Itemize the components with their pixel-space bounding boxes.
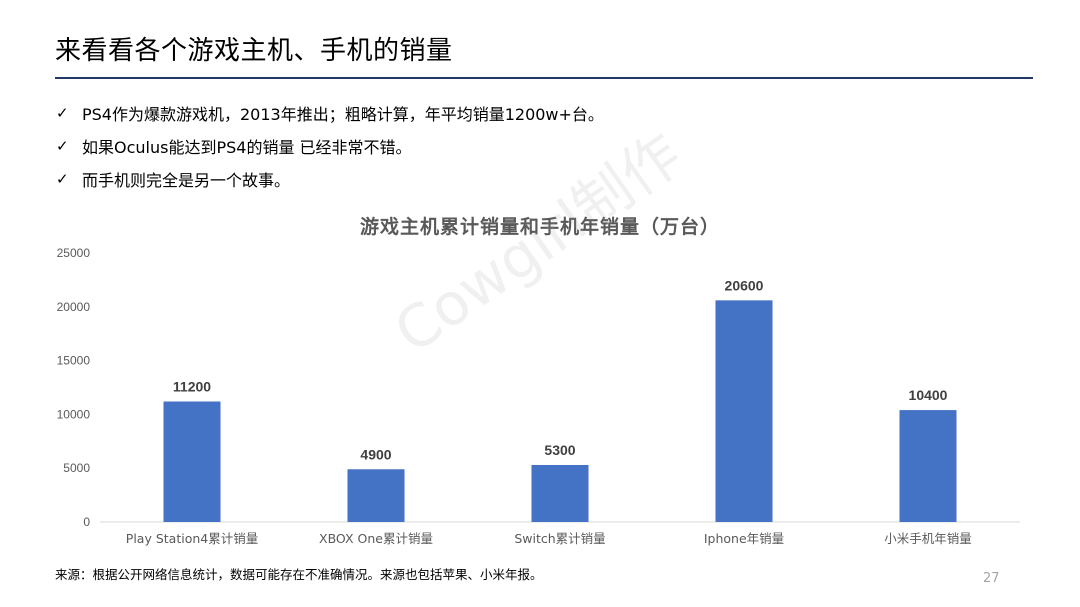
x-tick-label: XBOX One累计销量 bbox=[319, 531, 433, 546]
checkmark-icon: ✓ bbox=[56, 103, 69, 122]
y-tick-label: 25000 bbox=[57, 246, 91, 260]
source-note: 来源：根据公开网络信息统计，数据可能存在不准确情况。来源也包括苹果、小米年报。 bbox=[55, 567, 543, 582]
page-title: 来看看各个游戏主机、手机的销量 bbox=[55, 36, 453, 66]
data-label: 10400 bbox=[909, 387, 948, 403]
data-label: 4900 bbox=[360, 446, 391, 462]
bar bbox=[715, 300, 773, 522]
data-label: 20600 bbox=[725, 277, 764, 293]
y-tick-label: 15000 bbox=[57, 354, 91, 368]
data-label: 11200 bbox=[173, 378, 211, 394]
checkmark-icon: ✓ bbox=[56, 169, 69, 188]
x-tick-label: 小米手机年销量 bbox=[884, 531, 972, 546]
x-tick-label: Iphone年销量 bbox=[704, 531, 784, 546]
x-tick-label: Switch累计销量 bbox=[514, 531, 605, 546]
bullet-text: 如果Oculus能达到PS4的销量 已经非常不错。 bbox=[82, 137, 412, 157]
chart-title: 游戏主机累计销量和手机年销量（万台） bbox=[359, 216, 720, 238]
y-tick-label: 20000 bbox=[57, 300, 91, 314]
bar bbox=[163, 401, 221, 522]
bar bbox=[899, 410, 957, 522]
y-tick-label: 10000 bbox=[57, 407, 91, 421]
bullet-list: ✓ PS4作为爆款游戏机，2013年推出；粗略计算，年平均销量1200w+台。 … bbox=[56, 96, 604, 195]
y-tick-label: 0 bbox=[83, 515, 90, 529]
data-label: 5300 bbox=[544, 442, 575, 458]
checkmark-icon: ✓ bbox=[56, 136, 69, 155]
y-tick-label: 5000 bbox=[63, 461, 90, 475]
bullet-text: 而手机则完全是另一个故事。 bbox=[82, 170, 291, 190]
bar bbox=[531, 464, 589, 522]
title-divider bbox=[55, 77, 1033, 79]
bullet-item: ✓ 如果Oculus能达到PS4的销量 已经非常不错。 bbox=[56, 129, 604, 162]
x-tick-label: Play Station4累计销量 bbox=[126, 531, 258, 546]
bullet-item: ✓ PS4作为爆款游戏机，2013年推出；粗略计算，年平均销量1200w+台。 bbox=[56, 96, 604, 129]
page-number: 27 bbox=[983, 571, 1000, 586]
bullet-item: ✓ 而手机则完全是另一个故事。 bbox=[56, 162, 604, 195]
bullet-text: PS4作为爆款游戏机，2013年推出；粗略计算，年平均销量1200w+台。 bbox=[82, 104, 604, 124]
bar bbox=[347, 469, 405, 522]
